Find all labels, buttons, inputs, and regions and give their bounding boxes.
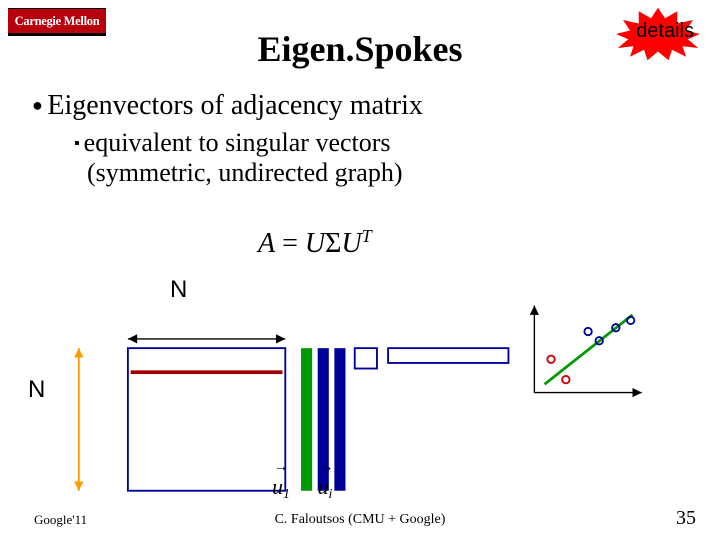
bullet-sub-line2: (symmetric, undirected graph) — [87, 158, 403, 187]
svd-diagram — [54, 300, 664, 480]
details-label: details — [636, 20, 694, 43]
bullet-sub: equivalent to singular vectors (symmetri… — [74, 128, 403, 188]
svd-equation: A = UΣUT — [258, 226, 372, 260]
n-label-left: N — [28, 376, 45, 404]
bullet-main: Eigenvectors of adjacency matrix — [32, 90, 423, 122]
footer-author: C. Faloutsos (CMU + Google) — [0, 512, 720, 528]
bullet-sub-line1: equivalent to singular vectors — [84, 128, 391, 157]
slide-number: 35 — [676, 507, 696, 530]
u-vector-labels: u1 ui — [272, 474, 332, 503]
